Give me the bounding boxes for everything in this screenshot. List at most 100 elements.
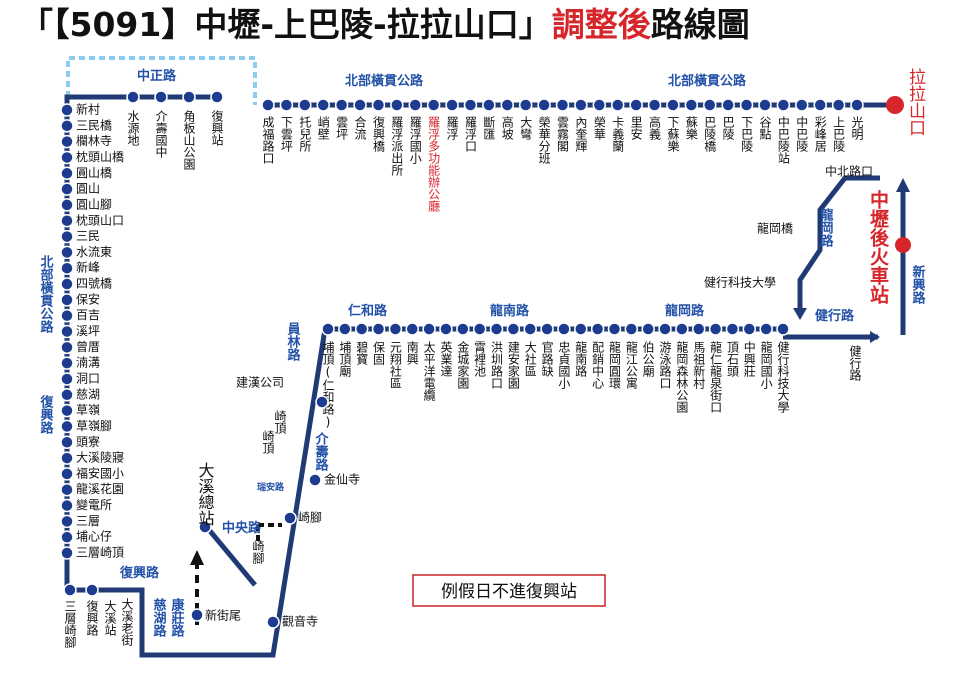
station-marker bbox=[895, 237, 911, 253]
stop-marker bbox=[759, 322, 773, 336]
stop-label: 高坡 bbox=[500, 115, 514, 140]
stop-marker bbox=[758, 98, 772, 112]
stop-label: 新村 bbox=[76, 102, 100, 117]
stop-marker bbox=[555, 98, 570, 112]
arrow bbox=[190, 550, 204, 565]
stop-marker bbox=[60, 166, 74, 181]
stop-label: 頂石頭 bbox=[725, 341, 739, 378]
longgang-line bbox=[797, 175, 880, 312]
stop-marker bbox=[210, 90, 224, 104]
stop-marker bbox=[315, 395, 329, 409]
stop-marker bbox=[666, 98, 680, 112]
note-box bbox=[412, 574, 606, 607]
stop-label: 角板山公園 bbox=[182, 110, 196, 170]
stop-label: 羅浮國小 bbox=[408, 116, 422, 164]
stop-marker bbox=[725, 322, 740, 336]
stop-marker bbox=[279, 98, 294, 112]
stop-label: 南興 bbox=[405, 340, 419, 365]
stop-marker bbox=[190, 608, 204, 622]
stop-label: 枕頭山口 bbox=[76, 212, 124, 227]
stop-label: 百吉 bbox=[76, 308, 100, 322]
road-label: 復興路 bbox=[38, 394, 55, 434]
stop-label: 三層崎腳 bbox=[63, 600, 77, 649]
stop-label: 大溪總站 bbox=[196, 462, 215, 526]
stop-marker bbox=[658, 322, 672, 336]
stop-marker bbox=[607, 322, 622, 336]
stop-label: 中北路口 bbox=[825, 164, 873, 179]
stop-marker bbox=[60, 119, 74, 133]
stop-marker bbox=[426, 98, 441, 112]
stop-label: 榮華分班 bbox=[537, 116, 551, 165]
detour-line bbox=[66, 56, 257, 105]
road-label: 中央路 bbox=[222, 520, 262, 536]
stop-label: 崎頂 bbox=[261, 430, 275, 455]
road-label: 介壽路 bbox=[313, 431, 330, 471]
stop-marker bbox=[60, 356, 74, 370]
stop-label: 榮華 bbox=[592, 116, 606, 140]
stop-marker bbox=[60, 229, 74, 244]
stop-label: 成福路口 bbox=[261, 116, 275, 164]
stop-marker bbox=[472, 322, 487, 336]
stop-marker bbox=[283, 511, 297, 525]
stop-marker bbox=[60, 134, 74, 149]
stop-marker bbox=[684, 98, 699, 112]
stop-marker bbox=[408, 98, 422, 112]
stop-marker bbox=[388, 322, 403, 336]
stop-label: 龍江公寓 bbox=[624, 340, 638, 389]
road-label: 瑞安路 bbox=[257, 481, 285, 493]
stop-label: 羅浮多功能辦公廳 bbox=[427, 116, 441, 213]
zhongyang-line bbox=[203, 523, 257, 587]
stop-label: 龍南路 bbox=[574, 340, 588, 378]
arrow bbox=[870, 331, 880, 343]
stop-label: 雲霧閣 bbox=[556, 116, 570, 152]
stop-marker bbox=[338, 322, 352, 336]
road-label: 健行路 bbox=[815, 308, 855, 324]
stop-label: 保固 bbox=[372, 341, 386, 365]
stop-label: 官路缺 bbox=[540, 340, 554, 377]
stop-label: 健行科技大學 bbox=[776, 341, 790, 414]
stop-marker bbox=[60, 451, 74, 465]
stop-marker bbox=[321, 322, 335, 336]
stop-marker bbox=[721, 98, 735, 112]
stop-marker bbox=[776, 322, 790, 336]
stop-label: 圓山腳 bbox=[76, 197, 112, 211]
stop-label: 下雲坪 bbox=[279, 116, 293, 152]
stop-marker bbox=[641, 322, 655, 336]
stop-label: 大溪站 bbox=[103, 600, 117, 636]
stop-marker bbox=[506, 322, 521, 336]
stop-label: 崎腳 bbox=[251, 540, 265, 565]
stop-label: 洞口 bbox=[76, 371, 100, 385]
stop-marker bbox=[610, 98, 625, 112]
stop-marker bbox=[60, 277, 74, 291]
road-label: 復興路 bbox=[119, 565, 160, 581]
stop-marker bbox=[523, 322, 537, 336]
stop-label: 草嶺 bbox=[76, 403, 100, 417]
stop-label: 雲坪 bbox=[335, 116, 349, 140]
stop-label: 中巴陵站 bbox=[776, 115, 790, 164]
stop-label: 霄裡池 bbox=[473, 341, 487, 377]
stop-marker bbox=[60, 150, 74, 165]
stop-label: 健行路 bbox=[848, 345, 862, 382]
stop-marker bbox=[60, 340, 74, 355]
stop-label: 大社區 bbox=[523, 341, 537, 377]
stop-label: 中興莊 bbox=[742, 340, 756, 378]
stop-marker bbox=[500, 98, 515, 112]
stop-label: 頭寮 bbox=[76, 434, 100, 449]
title-end: 路線圖 bbox=[651, 5, 750, 44]
arrow bbox=[896, 178, 910, 192]
stop-label: 蘇樂 bbox=[684, 116, 698, 140]
stop-label: 里安 bbox=[629, 116, 643, 140]
stop-label: 羅浮派出所 bbox=[390, 116, 404, 176]
stop-marker bbox=[261, 98, 275, 112]
stop-marker bbox=[647, 98, 662, 112]
stop-label: 三層 bbox=[76, 514, 100, 528]
note: 例假日不進復興站 bbox=[441, 582, 577, 602]
stop-label: 忠貞國小 bbox=[557, 341, 571, 389]
stop-marker bbox=[463, 98, 478, 112]
stop-label: 合流 bbox=[353, 115, 367, 140]
stop-label: 埔心仔 bbox=[76, 530, 112, 544]
road-label: 北部橫貫公路 bbox=[345, 73, 424, 89]
road-label: 中正路 bbox=[137, 68, 177, 84]
stop-marker bbox=[60, 530, 74, 544]
